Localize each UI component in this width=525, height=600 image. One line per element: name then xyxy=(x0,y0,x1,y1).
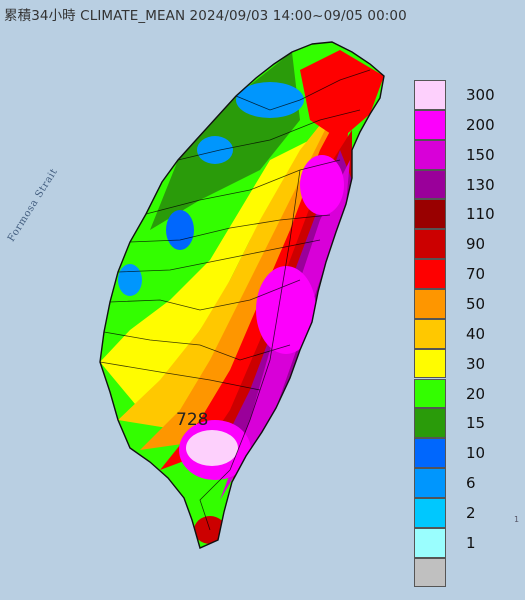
map-title: 累積34小時 CLIMATE_MEAN 2024/09/03 14:00~09/… xyxy=(4,8,407,24)
legend-label: 50 xyxy=(466,294,486,313)
legend-label: 200 xyxy=(466,115,495,134)
legend-label: 30 xyxy=(466,354,486,373)
legend-label: 10 xyxy=(466,444,486,463)
legend-swatch xyxy=(414,408,446,439)
legend-swatch xyxy=(414,259,446,289)
legend-label: 130 xyxy=(466,175,495,194)
legend-swatch xyxy=(414,288,446,319)
legend-swatch xyxy=(414,438,446,469)
legend-label: 6 xyxy=(466,474,476,493)
legend-swatch xyxy=(414,318,446,349)
legend-label: 40 xyxy=(466,324,486,343)
corner-label: 1 xyxy=(514,515,520,524)
legend-swatch xyxy=(414,348,446,379)
max-rainfall-label: 728 xyxy=(176,410,209,430)
legend-label: 90 xyxy=(466,235,486,254)
legend-label: 20 xyxy=(466,384,486,403)
legend-swatch xyxy=(414,229,446,260)
legend-swatch xyxy=(414,378,446,409)
legend-swatch xyxy=(414,80,446,110)
legend-swatch xyxy=(414,139,446,170)
legend-label: 150 xyxy=(466,145,495,164)
legend-swatch xyxy=(414,468,446,498)
legend-swatch xyxy=(414,557,446,588)
legend-swatch xyxy=(414,497,446,528)
legend-swatch xyxy=(414,199,446,230)
legend-label: 2 xyxy=(466,503,476,522)
legend-label: 110 xyxy=(466,205,495,224)
legend-label: 15 xyxy=(466,414,486,433)
legend-swatch xyxy=(414,169,446,200)
legend-label: 300 xyxy=(466,86,495,104)
legend-label: 70 xyxy=(466,265,486,284)
legend-label: 1 xyxy=(466,533,476,552)
legend-swatch xyxy=(414,109,446,140)
legend-swatch xyxy=(414,527,446,558)
